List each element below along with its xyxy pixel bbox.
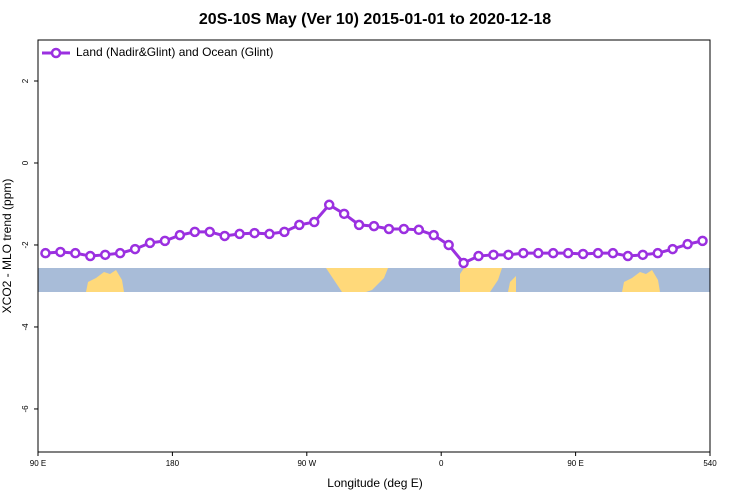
y-tick-label: -4: [21, 323, 30, 331]
data-point: [159, 235, 171, 247]
y-tick-label: 0: [21, 160, 30, 165]
data-point: [428, 229, 439, 241]
data-point: [279, 226, 290, 238]
x-tick-label: 540: [703, 459, 717, 468]
data-point: [682, 238, 693, 250]
data-point: [309, 216, 320, 228]
plot-frame: [37, 39, 711, 453]
data-point: [219, 230, 230, 242]
chart-title: 20S-10S May (Ver 10) 2015-01-01 to 2020-…: [199, 11, 551, 28]
data-point: [129, 243, 141, 255]
data-point: [383, 223, 395, 235]
data-point: [189, 226, 201, 238]
data-point: [99, 249, 111, 261]
data-point: [577, 248, 589, 260]
data-point: [174, 229, 186, 241]
series-line: [45, 202, 703, 265]
data-point: [204, 226, 215, 238]
data-point: [85, 250, 96, 262]
data-point: [652, 247, 663, 259]
data-point: [249, 227, 260, 239]
data-point: [55, 246, 66, 258]
data-point: [473, 250, 484, 262]
x-tick-label: 180: [166, 459, 180, 468]
data-point: [562, 247, 574, 259]
data-point: [70, 247, 81, 259]
y-tick-label: -2: [21, 241, 30, 249]
data-point: [533, 247, 544, 259]
data-point: [338, 208, 350, 220]
legend-label: Land (Nadir&Glint) and Ocean (Glint): [76, 45, 273, 59]
data-point: [607, 247, 619, 259]
data-point: [368, 220, 380, 232]
data-point: [114, 247, 126, 259]
data-point: [353, 219, 365, 231]
x-tick-label: 90 E: [567, 459, 583, 468]
data-point: [622, 250, 634, 262]
map-strip: [38, 268, 710, 292]
legend-swatch-marker: [50, 47, 62, 59]
y-tick-label: -6: [21, 405, 30, 413]
x-tick-label: 90 W: [297, 459, 316, 468]
data-point: [323, 199, 335, 211]
data-point: [458, 257, 469, 269]
data-point: [488, 249, 499, 261]
y-tick-label: 2: [21, 78, 30, 83]
data-point: [592, 247, 604, 259]
x-axis-label: Longitude (deg E): [327, 476, 422, 490]
data-point: [518, 247, 529, 259]
x-tick-label: 0: [439, 459, 444, 468]
data-point: [264, 228, 275, 240]
data-point: [443, 239, 454, 251]
data-point: [667, 243, 678, 255]
data-point: [637, 249, 649, 261]
x-tick-label: 90 E: [30, 459, 46, 468]
data-point: [413, 224, 425, 236]
data-point: [144, 237, 156, 249]
data-point: [294, 219, 305, 231]
data-point: [503, 249, 514, 261]
y-axis-label: XCO2 - MLO trend (ppm): [0, 179, 14, 314]
data-point: [234, 228, 245, 240]
data-point: [40, 247, 51, 259]
data-point: [398, 223, 410, 235]
data-point: [697, 235, 708, 247]
data-point: [547, 247, 559, 259]
